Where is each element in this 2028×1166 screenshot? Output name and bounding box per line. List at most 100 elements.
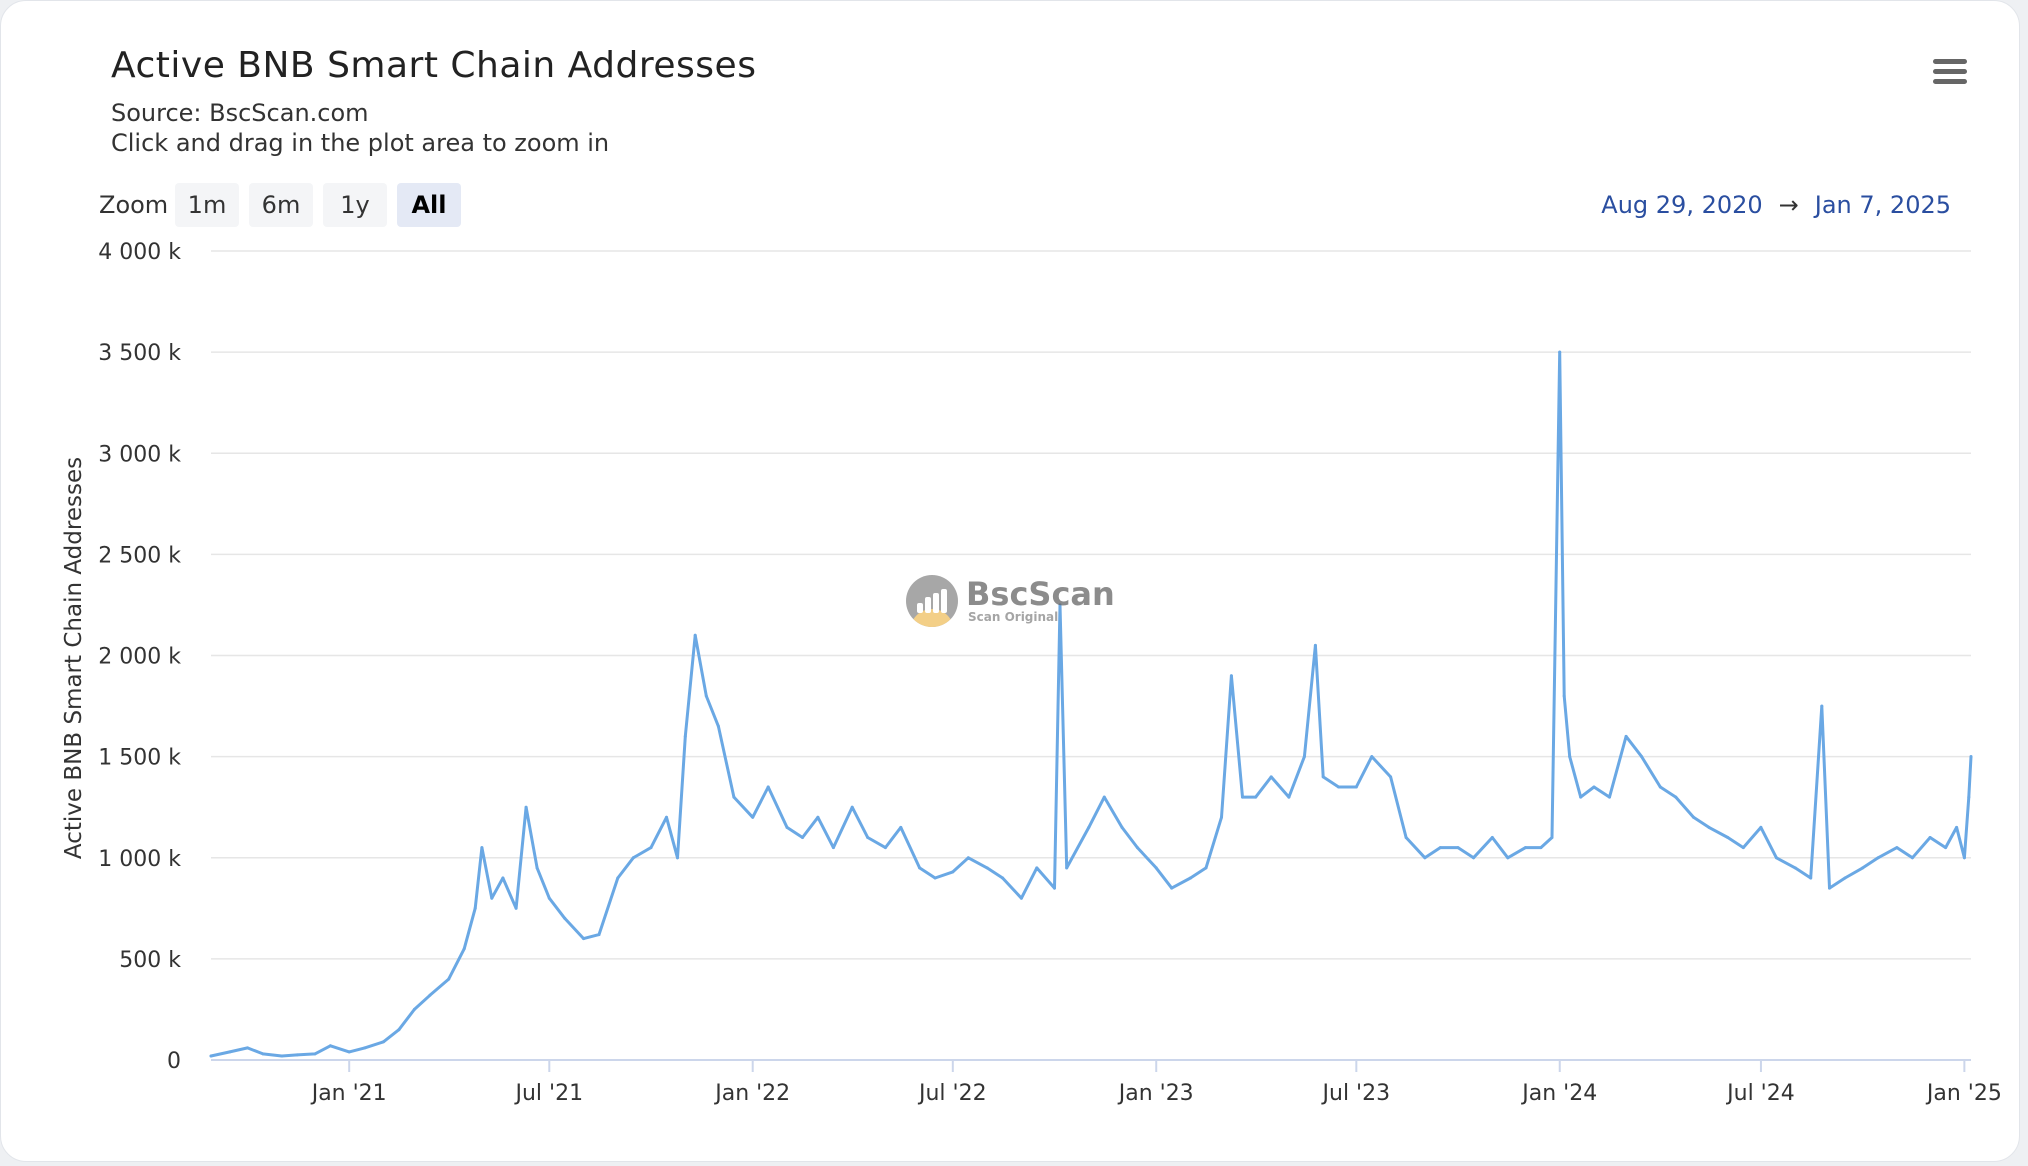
data-point[interactable] [1741, 846, 1745, 850]
data-point[interactable] [535, 866, 539, 870]
data-point[interactable] [785, 825, 789, 829]
data-point[interactable] [1001, 876, 1005, 880]
data-point[interactable] [447, 977, 451, 981]
data-point[interactable] [1506, 856, 1510, 860]
data-point[interactable] [1843, 876, 1847, 880]
data-point[interactable] [985, 866, 989, 870]
data-point[interactable] [313, 1052, 317, 1056]
data-point[interactable] [1809, 876, 1813, 880]
data-point[interactable] [732, 795, 736, 799]
data-point[interactable] [1019, 896, 1023, 900]
data-point[interactable] [1895, 846, 1899, 850]
data-point[interactable] [1539, 846, 1543, 850]
data-point[interactable] [382, 1040, 385, 1044]
data-point[interactable] [866, 836, 870, 839]
data-point[interactable] [816, 815, 820, 819]
data-point[interactable] [1135, 846, 1139, 850]
data-point[interactable] [1793, 866, 1797, 870]
data-point[interactable] [1370, 755, 1374, 759]
data-point[interactable] [1287, 795, 1291, 799]
data-point[interactable] [524, 805, 528, 809]
data-point[interactable] [1313, 643, 1317, 647]
data-point[interactable] [616, 876, 620, 880]
data-point[interactable] [328, 1044, 332, 1048]
data-point[interactable] [1774, 856, 1778, 860]
data-point[interactable] [899, 825, 903, 829]
data-point[interactable] [1828, 886, 1831, 890]
data-point[interactable] [295, 1053, 299, 1057]
range-to-date[interactable]: Jan 7, 2025 [1814, 191, 1951, 219]
data-point[interactable] [1302, 755, 1306, 759]
data-point[interactable] [209, 1054, 213, 1058]
data-point[interactable] [1229, 674, 1233, 678]
data-point[interactable] [1404, 836, 1408, 839]
data-point[interactable] [716, 724, 720, 728]
data-point[interactable] [1241, 795, 1244, 799]
data-point[interactable] [1058, 603, 1062, 607]
data-point[interactable] [1524, 846, 1527, 850]
data-point[interactable] [1759, 825, 1763, 829]
data-point[interactable] [397, 1028, 401, 1032]
data-point[interactable] [1321, 775, 1325, 779]
data-point[interactable] [1053, 886, 1056, 890]
data-point[interactable] [766, 785, 770, 789]
data-point[interactable] [951, 870, 955, 874]
data-point[interactable] [1592, 785, 1596, 789]
data-point[interactable] [1726, 836, 1730, 839]
data-point[interactable] [1692, 815, 1695, 819]
data-point[interactable] [412, 1007, 416, 1011]
data-point[interactable] [228, 1050, 232, 1054]
data-point[interactable] [933, 876, 937, 880]
data-point[interactable] [1562, 694, 1566, 698]
data-point[interactable] [473, 906, 477, 910]
data-point[interactable] [1065, 866, 1069, 870]
data-point[interactable] [1087, 825, 1091, 829]
zoom-6m-button[interactable]: 6m [249, 183, 313, 227]
data-point[interactable] [1568, 755, 1572, 759]
data-point[interactable] [1624, 734, 1628, 738]
data-point[interactable] [693, 633, 697, 637]
zoom-1m-button[interactable]: 1m [175, 183, 239, 227]
data-point[interactable] [704, 694, 708, 698]
data-point[interactable] [665, 815, 668, 819]
data-point[interactable] [676, 856, 679, 860]
data-point[interactable] [1438, 846, 1442, 850]
data-point[interactable] [514, 906, 518, 910]
data-point[interactable] [363, 1046, 367, 1050]
data-point[interactable] [1472, 856, 1475, 860]
data-point[interactable] [1558, 350, 1562, 354]
data-point[interactable] [831, 846, 835, 850]
data-point[interactable] [966, 856, 970, 860]
zoom-1y-button[interactable]: 1y [323, 183, 387, 227]
zoom-all-button[interactable]: All [397, 183, 461, 227]
data-point[interactable] [490, 896, 494, 900]
data-point[interactable] [246, 1046, 249, 1050]
data-point[interactable] [1204, 866, 1208, 870]
data-point[interactable] [1962, 856, 1966, 860]
data-point[interactable] [462, 947, 466, 951]
data-point[interactable] [1337, 785, 1341, 789]
data-point[interactable] [563, 916, 567, 920]
range-from-date[interactable]: Aug 29, 2020 [1601, 191, 1763, 219]
data-point[interactable] [480, 846, 484, 850]
data-point[interactable] [261, 1052, 265, 1056]
data-point[interactable] [347, 1050, 351, 1054]
hamburger-menu-icon[interactable] [1931, 59, 1969, 89]
data-point[interactable] [1674, 795, 1678, 799]
data-point[interactable] [1423, 856, 1427, 860]
data-point[interactable] [1269, 775, 1273, 779]
data-point[interactable] [1640, 755, 1644, 759]
data-point[interactable] [597, 933, 601, 937]
data-point[interactable] [1658, 785, 1662, 789]
data-point[interactable] [1707, 825, 1711, 829]
data-point[interactable] [1254, 795, 1258, 799]
data-point[interactable] [850, 805, 854, 809]
data-point[interactable] [582, 937, 586, 941]
data-point[interactable] [1579, 795, 1583, 799]
data-point[interactable] [918, 866, 922, 870]
data-point[interactable] [501, 876, 505, 880]
data-point[interactable] [1967, 795, 1971, 799]
data-point[interactable] [751, 815, 755, 819]
data-point[interactable] [1955, 825, 1959, 829]
